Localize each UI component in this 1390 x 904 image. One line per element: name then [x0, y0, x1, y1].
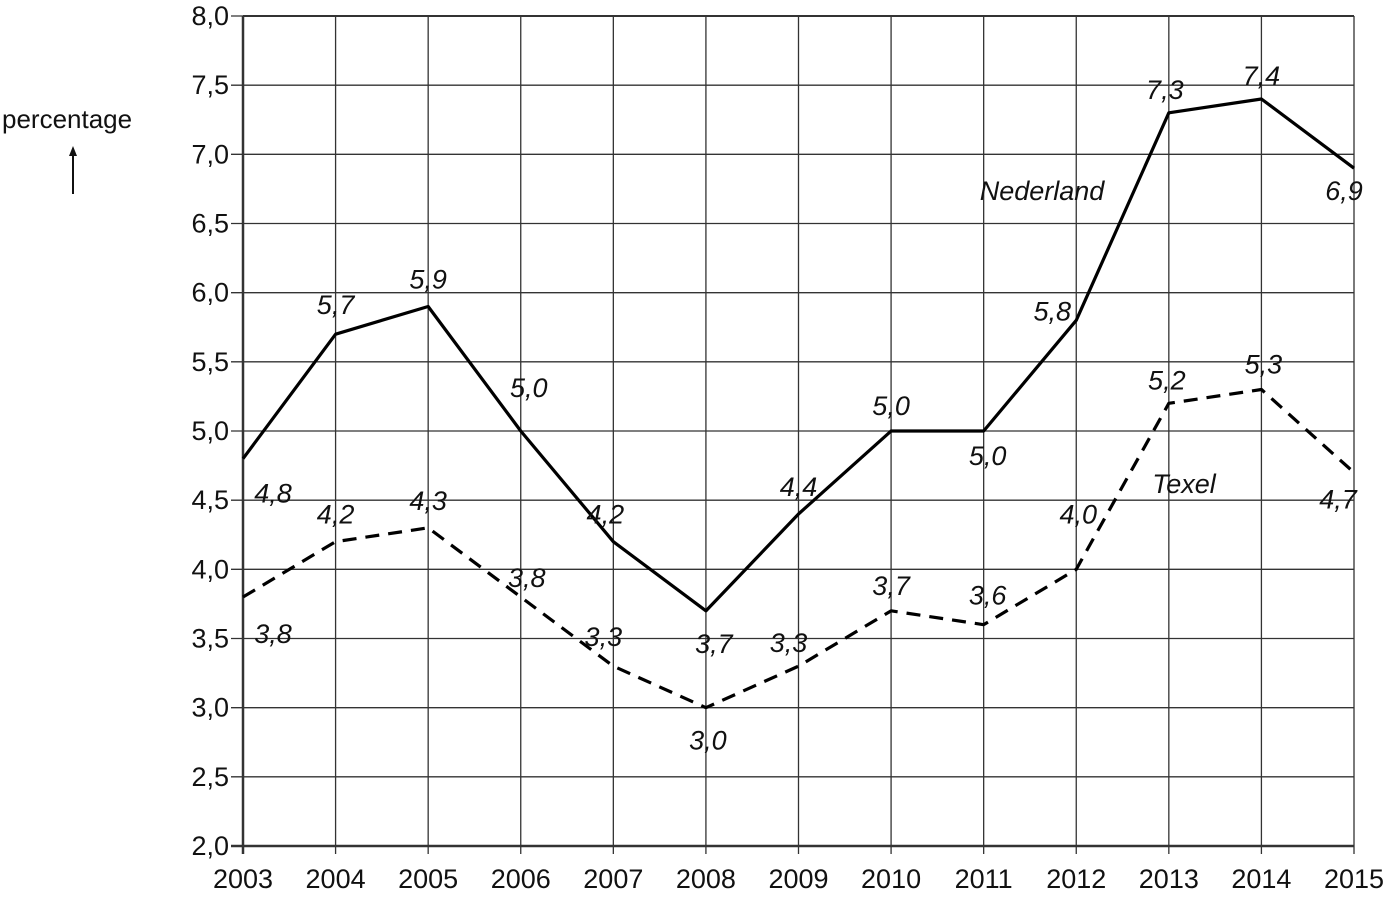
data-label: 4,2 — [587, 500, 625, 530]
data-label: 3,0 — [689, 726, 727, 756]
y-tick-label: 3,0 — [191, 693, 229, 723]
y-tick-label: 3,5 — [191, 624, 229, 654]
grid — [231, 15, 1355, 854]
y-tick-label: 2,5 — [191, 762, 229, 792]
data-label: 4,2 — [317, 500, 355, 530]
x-tick-label: 2004 — [306, 864, 366, 894]
x-tick-label: 2014 — [1231, 864, 1291, 894]
y-tick-label: 5,5 — [191, 347, 229, 377]
data-label: 7,4 — [1243, 61, 1281, 91]
y-axis-label: percentage — [2, 104, 133, 134]
y-tick-label: 2,0 — [191, 831, 229, 861]
data-label: 3,3 — [585, 622, 623, 652]
data-label: 5,2 — [1148, 365, 1186, 395]
x-tick-label: 2012 — [1046, 864, 1106, 894]
series-texel — [242, 387, 1356, 710]
x-tick-label: 2009 — [768, 864, 828, 894]
x-tick-label: 2003 — [213, 864, 273, 894]
data-label: 4,4 — [780, 472, 818, 502]
x-tick-label: 2010 — [861, 864, 921, 894]
data-label: 3,8 — [254, 619, 292, 649]
data-label: 5,0 — [510, 373, 548, 403]
data-label: 6,9 — [1325, 176, 1363, 206]
x-tick-label: 2011 — [955, 864, 1013, 894]
data-label: 5,9 — [409, 265, 447, 295]
data-label: 3,8 — [508, 563, 546, 593]
x-tick-label: 2007 — [583, 864, 643, 894]
data-label: 3,7 — [695, 629, 734, 659]
y-tick-label: 5,0 — [191, 416, 229, 446]
y-tick-label: 8,0 — [191, 1, 229, 31]
data-label: 5,3 — [1245, 350, 1283, 380]
y-tick-label: 4,5 — [191, 485, 229, 515]
y-tick-label: 7,0 — [191, 139, 229, 169]
y-tick-label: 6,0 — [191, 278, 229, 308]
data-label: 5,0 — [872, 391, 910, 421]
y-tick-label: 6,5 — [191, 209, 229, 239]
x-tick-label: 2008 — [676, 864, 736, 894]
series-nederland — [241, 97, 1355, 613]
data-label: 3,3 — [770, 628, 808, 658]
data-label: 4,7 — [1319, 485, 1358, 515]
x-tick-label: 2006 — [491, 864, 551, 894]
arrow-up-icon — [69, 146, 77, 194]
x-tick-label: 2013 — [1139, 864, 1199, 894]
legend-texel: Texel — [1152, 469, 1217, 499]
legend-nederland: Nederland — [980, 176, 1106, 206]
x-tick-label: 2015 — [1324, 864, 1384, 894]
data-label: 5,8 — [1033, 296, 1071, 326]
data-label: 5,7 — [317, 290, 356, 320]
data-label: 5,0 — [969, 441, 1007, 471]
data-label: 3,6 — [969, 581, 1008, 611]
x-tick-label: 2005 — [398, 864, 458, 894]
data-label: 7,3 — [1146, 75, 1184, 105]
y-tick-label: 7,5 — [191, 70, 229, 100]
data-label: 4,0 — [1059, 499, 1097, 529]
data-label: 3,7 — [872, 571, 911, 601]
data-label: 4,3 — [409, 486, 447, 516]
data-label: 4,8 — [254, 479, 292, 509]
y-tick-label: 4,0 — [191, 554, 229, 584]
